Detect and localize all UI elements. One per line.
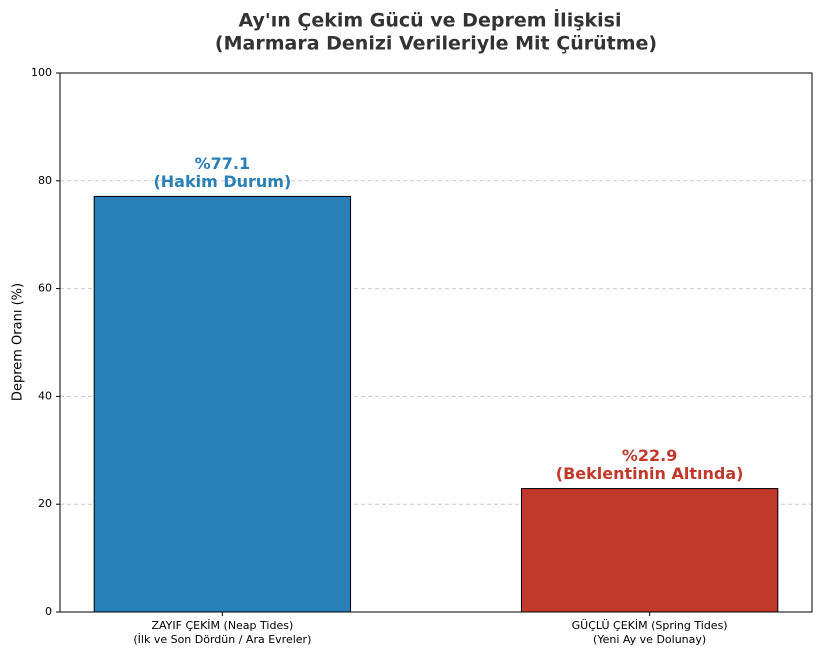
- x-tick-label: GÜÇLÜ ÇEKİM (Spring Tides): [572, 619, 728, 632]
- y-tick-label: 20: [38, 497, 52, 510]
- value-label: %22.9: [622, 446, 678, 465]
- x-tick-label: ZAYIF ÇEKİM (Neap Tides): [151, 619, 293, 632]
- x-tick-label: (Yeni Ay ve Dolunay): [593, 633, 706, 646]
- y-axis-label: Deprem Oranı (%): [11, 283, 26, 401]
- chart-title: (Marmara Denizi Verileriyle Mit Çürütme): [215, 33, 657, 55]
- bar: [520, 488, 779, 613]
- y-tick-label: 60: [38, 282, 52, 295]
- value-label: %77.1: [195, 154, 251, 173]
- bar: [93, 195, 352, 613]
- y-tick-label: 80: [38, 174, 52, 187]
- value-note: (Hakim Durum): [153, 172, 291, 191]
- y-tick-label: 100: [31, 66, 52, 79]
- chart-title: Ay'ın Çekim Gücü ve Deprem İlişkisi: [239, 8, 622, 32]
- y-tick-label: 0: [45, 605, 52, 618]
- x-tick-label: (İlk ve Son Dördün / Ara Evreler): [133, 633, 311, 646]
- value-note: (Beklentinin Altında): [556, 464, 744, 483]
- y-tick-label: 40: [38, 389, 52, 402]
- plot-frame: [59, 72, 813, 613]
